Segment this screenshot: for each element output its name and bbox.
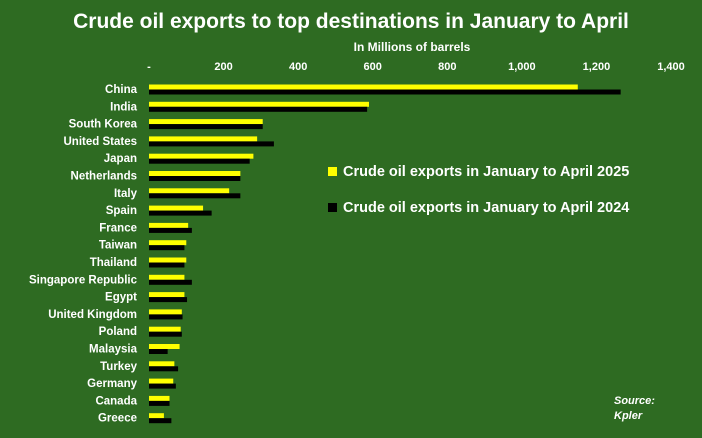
bar-2025 [149,344,180,349]
category-label: United States [64,136,138,148]
bar-2024 [149,418,172,424]
bars [149,84,621,424]
x-tick-label: 1,400 [657,61,685,73]
legend: Crude oil exports in January to April 20… [328,164,629,216]
bar-2025 [149,153,254,159]
category-label: Singapore Republic [29,274,138,286]
bar-2025 [149,171,241,176]
x-tick-label: 800 [438,61,456,73]
bar-2025 [149,136,258,142]
bar-2025 [149,309,182,315]
category-label: Canada [95,395,137,407]
category-label: Egypt [105,292,137,304]
category-label: Poland [99,326,137,338]
bar-2024 [149,331,182,337]
bar-2024 [149,349,168,354]
category-label: Netherlands [71,171,137,183]
bar-2024 [149,141,274,147]
category-label: Germany [87,378,137,390]
legend-swatch [328,203,337,212]
bar-2025 [149,188,230,194]
x-tick-label: 1,200 [583,61,611,73]
legend-swatch [328,167,337,176]
bar-2024 [149,124,263,130]
bar-2024 [149,176,241,181]
category-label: France [99,222,137,234]
x-tick-label: 1,000 [508,61,536,73]
category-label: Japan [104,153,137,165]
bar-2025 [149,326,181,332]
category-label: Taiwan [99,240,137,252]
category-label: Italy [114,188,138,200]
chart-title: Crude oil exports to top destinations in… [73,10,629,33]
category-label: Thailand [90,257,137,269]
x-tick-label: 200 [214,61,232,73]
x-tick-label: - [147,61,151,73]
bar-2024 [149,158,250,164]
bar-2025 [149,101,369,107]
category-label: United Kingdom [48,309,137,321]
category-label: Turkey [100,361,137,373]
category-labels: China India South Korea United States Japan N… [29,84,138,425]
category-label: South Korea [69,119,138,131]
legend-entry: Crude oil exports in January to April 20… [343,164,629,180]
bar-2024 [149,400,170,406]
bar-2024 [149,314,183,320]
x-axis-title: In Millions of barrels [354,40,471,54]
bar-2025 [149,292,185,298]
bar-2025 [149,240,187,246]
bar-2025 [149,395,170,401]
bar-2024 [149,106,368,112]
bar-2025 [149,205,204,211]
x-tick-label: 400 [289,61,307,73]
bar-2024 [149,279,192,285]
legend-entry: Crude oil exports in January to April 20… [343,200,629,216]
bar-2025 [149,378,174,384]
bar-2024 [149,297,188,303]
x-axis-ticks: - 200 400 600 800 1,000 1,200 1,400 [147,61,685,73]
bar-2025 [149,119,263,125]
category-label: Malaysia [89,344,138,356]
category-label: Spain [106,205,137,217]
source-value: Kpler [614,410,643,422]
bar-2025 [149,84,578,90]
bar-2024 [149,89,621,95]
bar-2024 [149,366,179,372]
bar-2024 [149,245,185,251]
bar-2024 [149,383,176,389]
bar-2025 [149,257,187,263]
category-label: India [110,101,137,113]
bar-2024 [149,210,212,216]
bar-2025 [149,413,164,419]
bar-2025 [149,274,185,280]
bar-2024 [149,193,241,199]
category-label: Greece [98,413,137,425]
source-label: Source: [614,395,655,407]
bar-2024 [149,262,185,268]
bar-2025 [149,361,175,367]
bar-2024 [149,227,192,233]
x-tick-label: 600 [364,61,382,73]
bar-2025 [149,222,189,228]
category-label: China [105,84,138,96]
